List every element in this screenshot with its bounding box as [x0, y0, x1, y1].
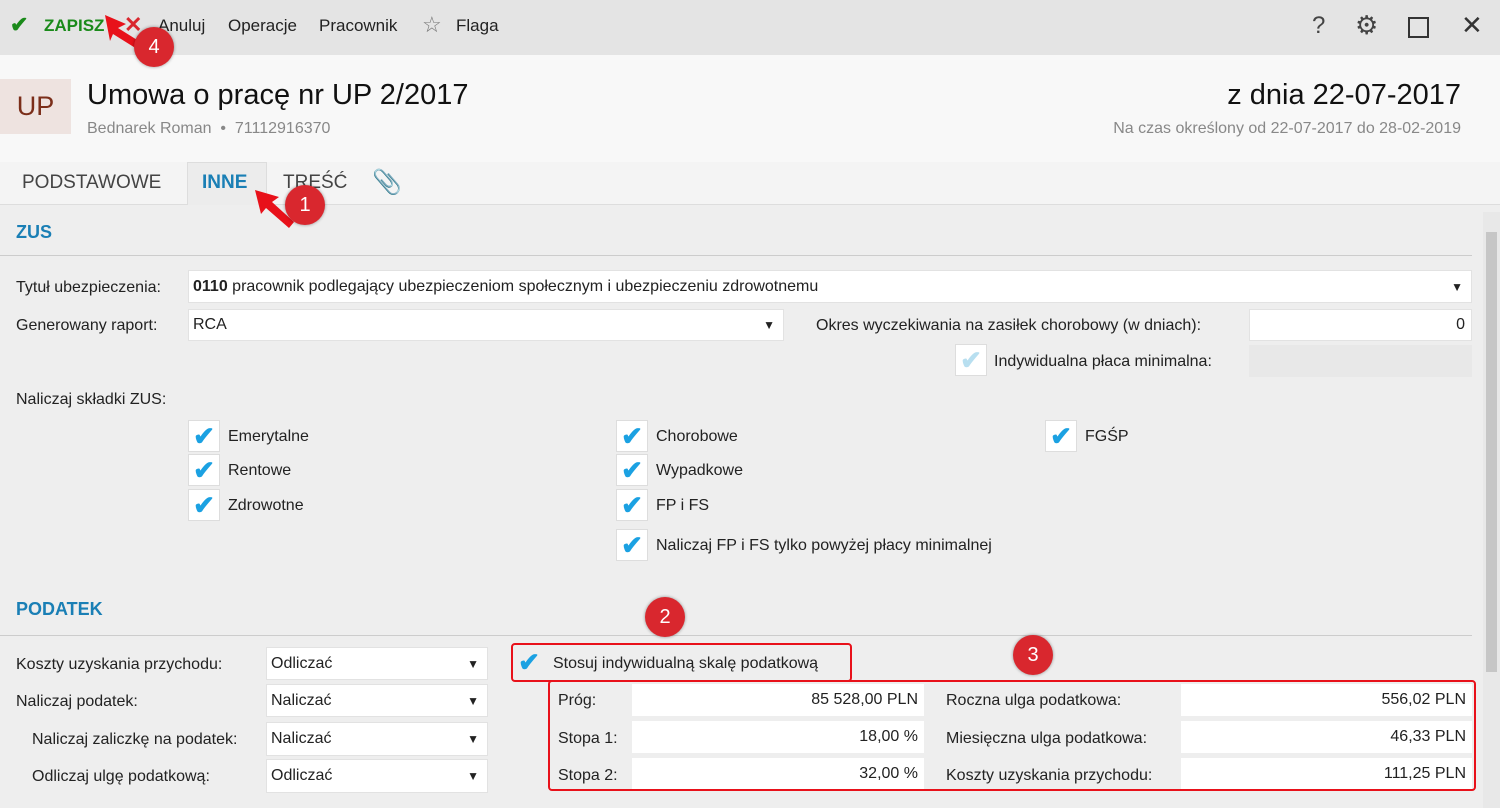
- tax-row-label: Naliczaj zaliczkę na podatek:: [32, 731, 238, 748]
- advance-value: Naliczać: [271, 730, 332, 747]
- emerytalne-label: Emerytalne: [228, 428, 309, 445]
- waiting-period-label: Okres wyczekiwania na zasiłek chorobowy …: [816, 317, 1202, 334]
- chevron-down-icon: ▼: [763, 318, 775, 332]
- chevron-down-icon: ▼: [1451, 279, 1463, 294]
- emerytalne-checkbox[interactable]: ✔: [188, 420, 220, 452]
- report-select[interactable]: RCA ▼: [188, 309, 784, 341]
- contributions-label: Naliczaj składki ZUS:: [16, 391, 167, 408]
- zdrowotne-checkbox[interactable]: ✔: [188, 489, 220, 521]
- rate1-label: Stopa 1:: [558, 730, 618, 747]
- save-button[interactable]: ZAPISZ: [44, 16, 105, 35]
- chevron-down-icon: ▼: [467, 693, 479, 708]
- chevron-down-icon: ▼: [467, 769, 479, 783]
- rate2-input[interactable]: 32,00 %: [632, 758, 924, 790]
- star-icon: ☆: [422, 12, 442, 37]
- individual-scale-label: Stosuj indywidualną skalę podatkową: [553, 655, 819, 672]
- rentowe-checkbox[interactable]: ✔: [188, 454, 220, 486]
- tax-row-label: Koszty uzyskania przychodu:: [16, 656, 223, 673]
- threshold-input[interactable]: 85 528,00 PLN: [632, 684, 924, 716]
- rate1-input[interactable]: 18,00 %: [632, 721, 924, 753]
- annual-relief-label: Roczna ulga podatkowa:: [946, 692, 1122, 709]
- calc-tax-value: Naliczać: [271, 691, 332, 709]
- chorobowe-checkbox[interactable]: ✔: [616, 420, 648, 452]
- costs-amount-label: Koszty uzyskania przychodu:: [946, 767, 1153, 784]
- tab-bar: PODSTAWOWE INNE TREŚĆ 📎: [0, 162, 1500, 205]
- costs-select[interactable]: Odliczać ▼: [266, 647, 488, 680]
- advance-select[interactable]: Naliczać ▼: [266, 722, 488, 756]
- calc-tax-select[interactable]: Naliczać ▼: [266, 684, 488, 717]
- min-wage-input: [1249, 345, 1472, 377]
- page-title: Umowa o pracę nr UP 2/2017: [87, 79, 469, 111]
- wypadkowe-label: Wypadkowe: [656, 462, 744, 479]
- insurance-title-value: pracownik podlegający ubezpieczeniom spo…: [232, 277, 819, 295]
- min-wage-checkbox[interactable]: ✔: [955, 344, 987, 376]
- monthly-relief-label: Miesięczna ulga podatkowa:: [946, 730, 1148, 747]
- annotation-highlight: [511, 643, 852, 682]
- tax-row-label: Odliczaj ulgę podatkową:: [32, 768, 210, 785]
- paperclip-icon[interactable]: 📎: [372, 169, 402, 196]
- annotation-highlight: [548, 680, 1476, 791]
- annotation-badge-2: 2: [645, 597, 685, 637]
- individual-scale-checkbox[interactable]: ✔: [518, 647, 540, 677]
- fp-fs-above-min-checkbox[interactable]: ✔: [616, 529, 648, 561]
- toolbar: ✔ ZAPISZ ✕ Anuluj Operacje Pracownik ☆ F…: [0, 0, 1500, 55]
- operations-menu[interactable]: Operacje: [228, 16, 297, 35]
- document-date: z dnia 22-07-2017: [1227, 79, 1461, 111]
- waiting-period-input[interactable]: 0: [1249, 309, 1472, 341]
- cancel-button[interactable]: Anuluj: [158, 16, 206, 35]
- scrollbar[interactable]: [1483, 212, 1500, 808]
- zus-heading: ZUS: [16, 222, 52, 242]
- fp-fs-checkbox[interactable]: ✔: [616, 489, 648, 521]
- insurance-code: 0110: [193, 277, 228, 295]
- document-header: UP Umowa o pracę nr UP 2/2017 Bednarek R…: [0, 55, 1500, 162]
- gear-icon[interactable]: ⚙: [1355, 10, 1379, 40]
- costs-value: Odliczać: [271, 654, 333, 672]
- check-icon: ✔: [10, 12, 29, 37]
- chevron-down-icon: ▼: [467, 732, 479, 746]
- report-label: Generowany raport:: [16, 317, 158, 334]
- tab-inne[interactable]: INNE: [202, 172, 248, 193]
- relief-select[interactable]: Odliczać ▼: [266, 759, 488, 793]
- monthly-relief-input[interactable]: 46,33 PLN: [1181, 721, 1472, 753]
- help-icon[interactable]: ?: [1312, 12, 1326, 39]
- report-value: RCA: [193, 316, 227, 333]
- fp-fs-above-min-label: Naliczaj FP i FS tylko powyżej płacy min…: [656, 537, 992, 554]
- employee-pesel: 71112916370: [234, 120, 331, 137]
- fgsp-label: FGŚP: [1085, 428, 1129, 445]
- threshold-label: Próg:: [558, 692, 597, 709]
- min-wage-label: Indywidualna płaca minimalna:: [994, 353, 1212, 370]
- document-type-badge: UP: [0, 79, 71, 134]
- employee-info: Bednarek Roman • 71112916370: [87, 120, 331, 137]
- fp-fs-label: FP i FS: [656, 497, 710, 514]
- employee-name: Bednarek Roman: [87, 120, 212, 137]
- close-icon[interactable]: ✕: [1461, 10, 1483, 40]
- relief-value: Odliczać: [271, 767, 333, 784]
- tax-row-label: Naliczaj podatek:: [16, 693, 138, 710]
- tax-heading: PODATEK: [16, 599, 103, 619]
- maximize-icon[interactable]: [1408, 17, 1429, 38]
- zdrowotne-label: Zdrowotne: [228, 497, 304, 514]
- wypadkowe-checkbox[interactable]: ✔: [616, 454, 648, 486]
- rentowe-label: Rentowe: [228, 462, 292, 479]
- insurance-title-select[interactable]: 0110 pracownik podlegający ubezpieczenio…: [188, 270, 1472, 303]
- annual-relief-input[interactable]: 556,02 PLN: [1181, 684, 1472, 716]
- contract-period: Na czas określony od 22-07-2017 do 28-02…: [1113, 120, 1461, 137]
- tab-podstawowe[interactable]: PODSTAWOWE: [22, 172, 162, 193]
- flag-button[interactable]: Flaga: [456, 16, 499, 35]
- employee-menu[interactable]: Pracownik: [319, 16, 398, 35]
- costs-amount-input[interactable]: 111,25 PLN: [1181, 758, 1472, 790]
- chorobowe-label: Chorobowe: [656, 428, 738, 445]
- fgsp-checkbox[interactable]: ✔: [1045, 420, 1077, 452]
- chevron-down-icon: ▼: [467, 656, 479, 671]
- annotation-badge-3: 3: [1013, 635, 1053, 675]
- annotation-badge-4: 4: [134, 27, 174, 67]
- annotation-badge-1: 1: [285, 185, 325, 225]
- insurance-title-label: Tytuł ubezpieczenia:: [16, 279, 161, 296]
- rate2-label: Stopa 2:: [558, 767, 618, 784]
